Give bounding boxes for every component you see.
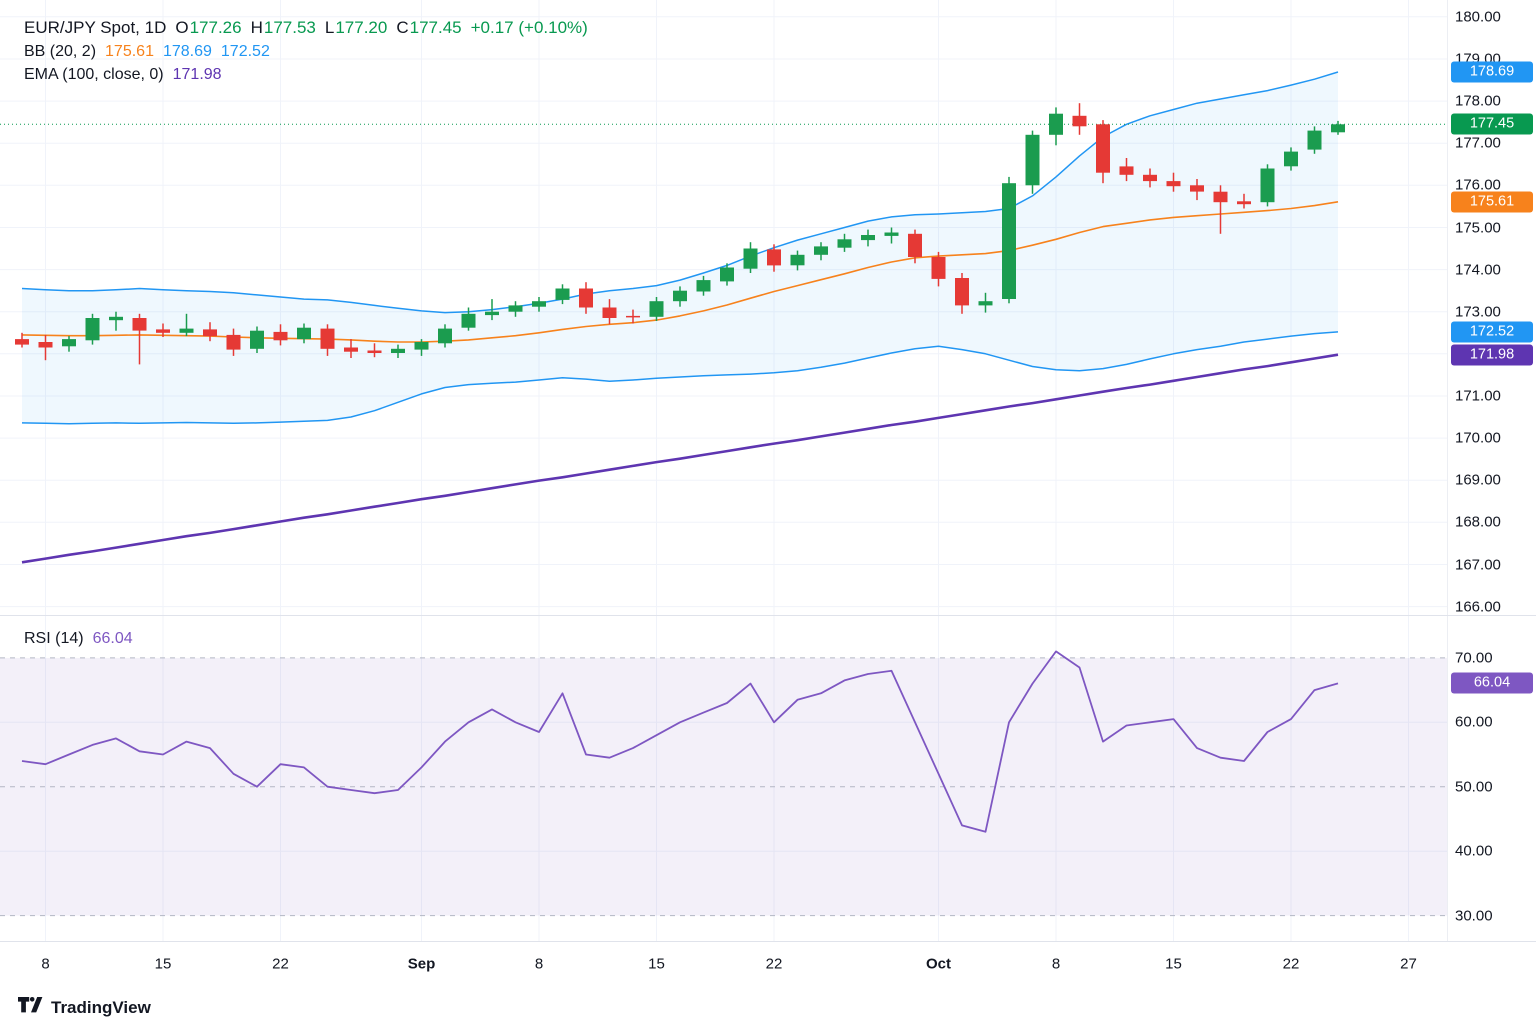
- price-badge: 171.98: [1451, 344, 1533, 366]
- price-axis-label: 166.00: [1455, 598, 1501, 616]
- time-axis-label: 15: [648, 955, 665, 973]
- footer: TradingView: [0, 986, 1536, 1029]
- close-value: C 177.45: [396, 18, 462, 37]
- price-axis-label: 171.00: [1455, 387, 1501, 405]
- price-axis-label: 175.00: [1455, 219, 1501, 236]
- price-chart-canvas[interactable]: [0, 0, 1447, 615]
- price-axis-label: 169.00: [1455, 471, 1501, 489]
- price-axis-label: 170.00: [1455, 429, 1501, 447]
- time-axis-label: 27: [1400, 955, 1417, 973]
- time-axis-label: 8: [1051, 955, 1061, 973]
- time-axis-label: 15: [154, 955, 172, 973]
- time-axis-label: 22: [1282, 955, 1300, 973]
- price-axis-label: 168.00: [1455, 513, 1501, 531]
- brand-text: TradingView: [51, 997, 151, 1017]
- rsi-axis-label: 70.00: [1455, 649, 1493, 667]
- price-chart-svg: [0, 0, 1447, 615]
- price-pane: EUR/JPY Spot, 1D O 177.26 H 177.53 L 177.20…: [0, 0, 1536, 616]
- rsi-legend: RSI (14) 66.04: [24, 630, 133, 653]
- rsi-chart-svg: [0, 616, 1447, 942]
- time-axis-label: 15: [1165, 955, 1182, 973]
- time-axis-label: Sep: [407, 955, 436, 973]
- rsi-axis-label: 50.00: [1455, 778, 1493, 796]
- rsi-legend-row[interactable]: RSI (14) 66.04: [24, 630, 133, 648]
- price-badge: 178.69: [1451, 61, 1533, 83]
- time-axis[interactable]: 8 15 22 Sep 8 15 22 Oct 8 15 22 27: [0, 941, 1536, 986]
- rsi-indicator-label: RSI (14): [24, 630, 84, 647]
- time-axis-label: 8: [534, 955, 544, 973]
- high-value: H 177.53: [250, 18, 316, 37]
- bb-upper-value: 178.69: [162, 43, 212, 60]
- low-value: L 177.20: [324, 18, 388, 37]
- price-axis-label: 177.00: [1455, 134, 1501, 152]
- rsi-value: 66.04: [92, 630, 133, 647]
- ema-legend-row[interactable]: EMA (100, close, 0) 171.98: [24, 66, 588, 84]
- rsi-axis-label: 40.00: [1455, 842, 1493, 860]
- time-axis-label: 8: [41, 955, 50, 973]
- price-axis-label: 178.00: [1455, 92, 1501, 110]
- price-badge: 172.52: [1451, 321, 1533, 343]
- bb-basis-value: 175.61: [105, 43, 154, 60]
- rsi-chart-canvas[interactable]: [0, 616, 1447, 942]
- symbol-title: EUR/JPY Spot, 1D: [24, 18, 167, 37]
- price-axis-label: 180.00: [1455, 8, 1501, 26]
- price-axis-label: 167.00: [1455, 556, 1501, 573]
- main-legend: EUR/JPY Spot, 1D O 177.26 H 177.53 L 177.20…: [24, 18, 588, 89]
- rsi-badge: 66.04: [1451, 672, 1533, 694]
- ema-value: 171.98: [172, 66, 222, 83]
- rsi-axis-label: 30.00: [1455, 907, 1493, 925]
- rsi-axis[interactable]: 70.00 60.00 50.00 40.00 30.00 66.04: [1447, 616, 1536, 941]
- symbol-legend-row[interactable]: EUR/JPY Spot, 1D O 177.26 H 177.53 L 177.20…: [24, 18, 588, 38]
- price-axis-label: 176.00: [1455, 176, 1501, 194]
- tradingview-link[interactable]: TradingView: [18, 997, 151, 1018]
- price-badge: 177.45: [1451, 113, 1533, 135]
- price-axis[interactable]: 180.00 179.00 178.00 177.00 176.00 175.00 174.…: [1447, 0, 1536, 615]
- bb-indicator-label: BB (20, 2): [24, 43, 97, 60]
- change-value: +0.17 (+0.10%): [470, 18, 588, 37]
- ema-indicator-label: EMA (100, close, 0): [24, 66, 164, 83]
- price-axis-label: 173.00: [1455, 303, 1501, 321]
- time-axis-label: 22: [272, 955, 289, 973]
- bb-lower-value: 172.52: [220, 43, 270, 60]
- tradingview-logo-icon: [18, 997, 43, 1018]
- price-badge: 175.61: [1451, 191, 1533, 213]
- price-axis-label: 174.00: [1455, 261, 1501, 279]
- time-axis-label: 22: [765, 955, 783, 973]
- rsi-pane: RSI (14) 66.04 70.00 60.00 50.00 40.00 30.00…: [0, 615, 1536, 942]
- open-value: O 177.26: [175, 18, 242, 37]
- bb-legend-row[interactable]: BB (20, 2) 175.61 178.69 172.52: [24, 43, 588, 61]
- time-axis-label: Oct: [925, 955, 952, 973]
- rsi-axis-label: 60.00: [1455, 713, 1493, 731]
